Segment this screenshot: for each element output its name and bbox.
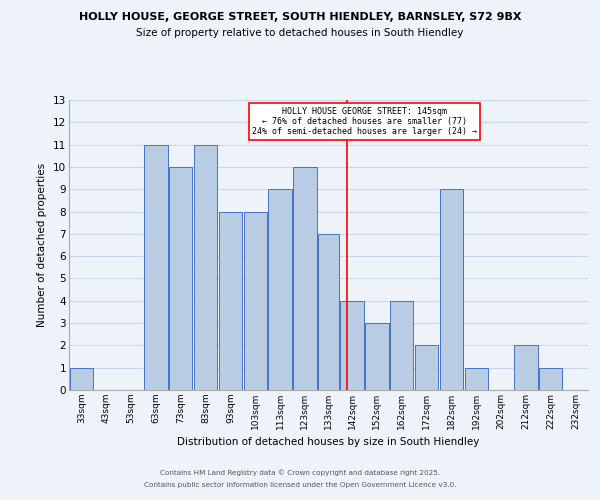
Bar [390, 301, 413, 390]
Bar [415, 346, 438, 390]
Text: HOLLY HOUSE GEORGE STREET: 145sqm
← 76% of detached houses are smaller (77)
24% : HOLLY HOUSE GEORGE STREET: 145sqm ← 76% … [252, 106, 477, 136]
Bar [464, 368, 488, 390]
Bar [219, 212, 242, 390]
Bar [268, 189, 292, 390]
Text: Size of property relative to detached houses in South Hiendley: Size of property relative to detached ho… [136, 28, 464, 38]
X-axis label: Distribution of detached houses by size in South Hiendley: Distribution of detached houses by size … [178, 438, 479, 448]
Bar [194, 144, 217, 390]
Bar [318, 234, 339, 390]
Bar [539, 368, 562, 390]
Bar [293, 167, 317, 390]
Bar [365, 323, 389, 390]
Bar [440, 189, 463, 390]
Bar [169, 167, 193, 390]
Text: Contains public sector information licensed under the Open Government Licence v3: Contains public sector information licen… [144, 482, 456, 488]
Y-axis label: Number of detached properties: Number of detached properties [37, 163, 47, 327]
Bar [70, 368, 93, 390]
Bar [144, 144, 167, 390]
Text: Contains HM Land Registry data © Crown copyright and database right 2025.: Contains HM Land Registry data © Crown c… [160, 470, 440, 476]
Bar [244, 212, 267, 390]
Bar [340, 301, 364, 390]
Bar [514, 346, 538, 390]
Text: HOLLY HOUSE, GEORGE STREET, SOUTH HIENDLEY, BARNSLEY, S72 9BX: HOLLY HOUSE, GEORGE STREET, SOUTH HIENDL… [79, 12, 521, 22]
